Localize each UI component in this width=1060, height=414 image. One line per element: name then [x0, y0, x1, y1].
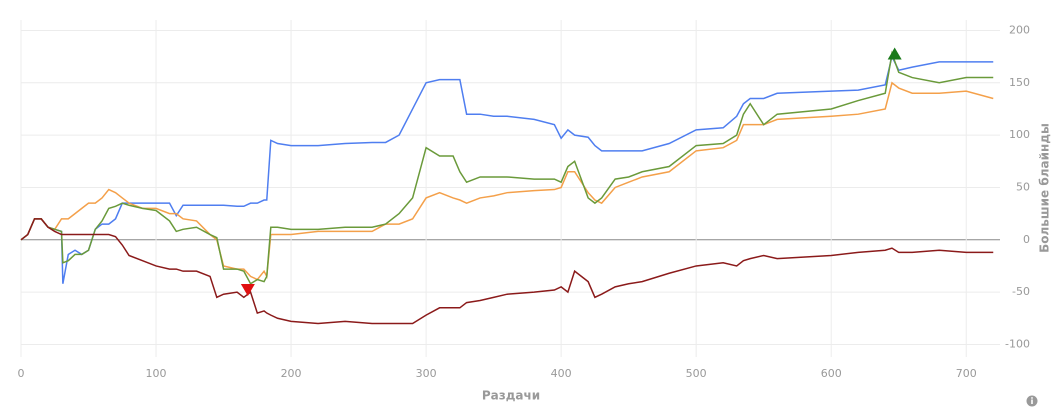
x-tick-label: 600 [821, 367, 842, 380]
x-tick-label: 700 [956, 367, 977, 380]
series-line [20, 81, 994, 281]
info-icon[interactable] [1026, 395, 1038, 407]
extreme-marker [240, 284, 255, 297]
series-line [20, 218, 994, 325]
y-tick-label: 50 [1016, 180, 1030, 193]
x-tick-label: 300 [416, 367, 437, 380]
extreme-marker [887, 47, 902, 60]
y-tick-label: 100 [1009, 128, 1030, 141]
x-tick-label: 100 [146, 367, 167, 380]
info-dot[interactable] [1031, 397, 1033, 399]
y-axis-label: Большие блайнды [1038, 123, 1052, 253]
y-tick-label: 200 [1009, 23, 1030, 36]
y-tick-label: -50 [1012, 285, 1030, 298]
x-tick-label: 500 [686, 367, 707, 380]
series-line [20, 54, 994, 284]
y-tick-label: -100 [1005, 337, 1030, 350]
y-tick-label: 150 [1009, 76, 1030, 89]
info-glyph[interactable] [1031, 399, 1033, 405]
series-line [20, 50, 994, 285]
x-tick-label: 200 [281, 367, 302, 380]
y-tick-label: 0 [1023, 233, 1030, 246]
x-axis-label: Раздачи [482, 389, 540, 403]
x-tick-label: 0 [18, 367, 25, 380]
x-tick-label: 400 [551, 367, 572, 380]
